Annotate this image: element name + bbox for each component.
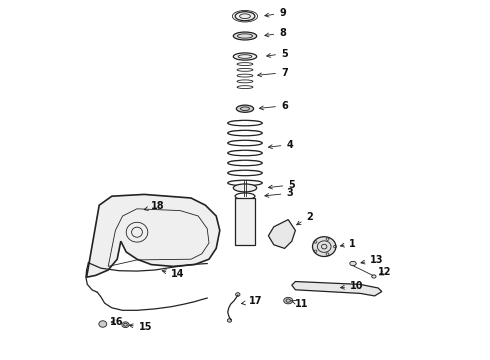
Text: 11: 11 xyxy=(292,299,308,309)
Ellipse shape xyxy=(350,261,356,266)
Text: 7: 7 xyxy=(258,68,288,78)
Ellipse shape xyxy=(227,319,232,322)
Text: 14: 14 xyxy=(162,269,185,279)
Ellipse shape xyxy=(122,322,129,328)
Text: 5: 5 xyxy=(267,49,288,59)
Text: 6: 6 xyxy=(260,101,288,111)
Text: 13: 13 xyxy=(361,255,384,265)
Text: 10: 10 xyxy=(341,281,364,291)
Ellipse shape xyxy=(284,297,293,304)
Ellipse shape xyxy=(233,53,257,60)
Polygon shape xyxy=(269,220,295,248)
Ellipse shape xyxy=(236,293,240,296)
Text: 17: 17 xyxy=(242,296,262,306)
Polygon shape xyxy=(292,282,382,296)
Text: 4: 4 xyxy=(269,140,293,150)
Ellipse shape xyxy=(233,184,257,192)
Text: 12: 12 xyxy=(378,267,392,278)
Text: 16: 16 xyxy=(110,317,123,327)
Text: 9: 9 xyxy=(265,8,286,18)
Text: 8: 8 xyxy=(265,28,286,38)
Ellipse shape xyxy=(372,275,376,278)
Text: 3: 3 xyxy=(265,188,293,198)
Text: 1: 1 xyxy=(341,239,356,249)
Ellipse shape xyxy=(236,105,254,112)
Polygon shape xyxy=(87,194,220,277)
Ellipse shape xyxy=(235,12,255,21)
Text: 5: 5 xyxy=(269,180,295,190)
Ellipse shape xyxy=(99,321,107,327)
Ellipse shape xyxy=(313,237,336,257)
Ellipse shape xyxy=(233,32,257,40)
Text: 15: 15 xyxy=(129,323,152,333)
Text: 18: 18 xyxy=(144,201,165,211)
Text: 2: 2 xyxy=(297,212,313,225)
FancyBboxPatch shape xyxy=(235,198,255,245)
